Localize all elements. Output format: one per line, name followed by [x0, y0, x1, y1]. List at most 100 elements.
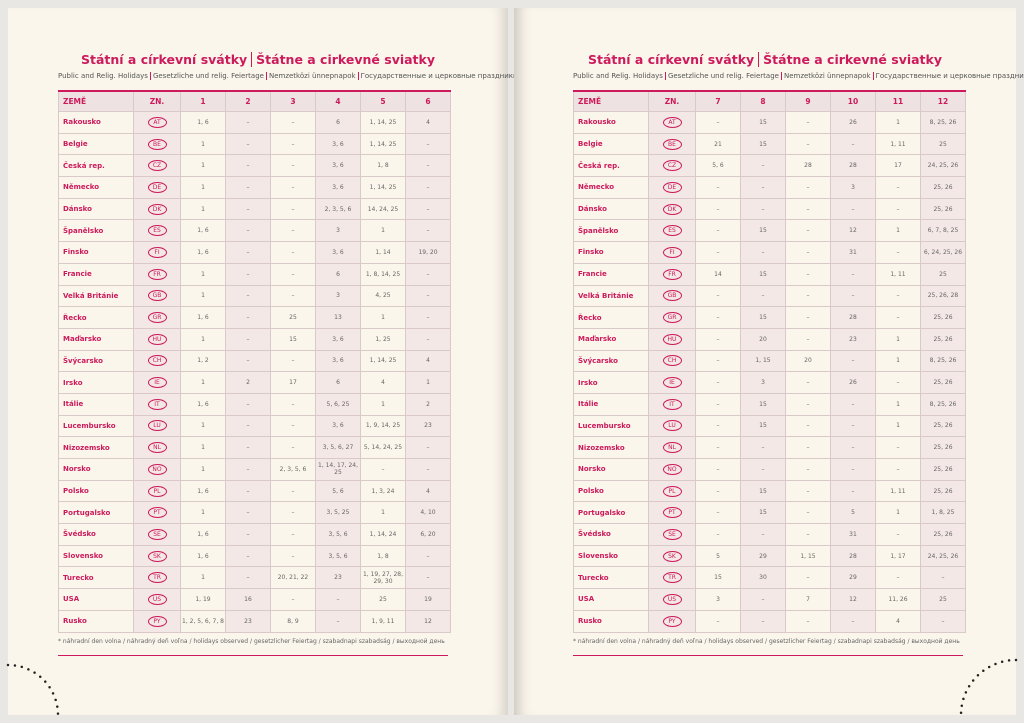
country-code: NO: [147, 463, 167, 475]
header-code: ZN.: [648, 90, 696, 112]
holiday-dates: –: [875, 306, 921, 329]
holiday-dates: 3: [830, 176, 876, 199]
country: Slovensko: [58, 544, 134, 568]
holiday-dates: 5, 14, 24, 25: [360, 436, 406, 459]
holiday-dates: –: [225, 523, 271, 546]
code-cell: BE: [648, 132, 696, 156]
holiday-dates: 1: [180, 176, 226, 199]
row: Finsko FI – – –31–6, 24, 25, 26: [573, 241, 966, 264]
holiday-dates: –: [695, 458, 741, 481]
code-cell: FR: [648, 262, 696, 286]
holiday-dates: –: [830, 414, 876, 438]
holiday-dates: 1: [180, 197, 226, 221]
row: Švýcarsko CH 1, 2– –3, 6 1, 14, 25 4: [58, 349, 451, 373]
holiday-dates: 3, 6: [315, 241, 361, 264]
holiday-dates: –: [270, 154, 316, 178]
holiday-dates: 17: [875, 154, 921, 178]
holiday-dates: –: [785, 262, 831, 286]
holiday-dates: 1: [180, 284, 226, 308]
holiday-dates: –: [225, 479, 271, 503]
holiday-dates: 6, 7, 8, 25: [920, 219, 966, 243]
country: Finsko: [573, 241, 649, 264]
row: Švýcarsko CH –1, 15 20–1 8, 25, 26: [573, 349, 966, 373]
code-cell: AT: [648, 111, 696, 134]
holiday-dates: 3, 5, 6, 27: [315, 436, 361, 459]
holiday-dates: 23: [315, 566, 361, 590]
holiday-dates: –: [225, 197, 271, 221]
row: Portugalsko PT 1– –3, 5, 25 1 4, 10: [58, 501, 451, 525]
header-row: ZEMĚ ZN. 1 2 3 4 5 6: [58, 90, 451, 112]
country: Velká Británie: [58, 284, 134, 308]
country: Maďarsko: [573, 327, 649, 351]
holiday-dates: 1: [875, 111, 921, 134]
code-cell: ES: [648, 219, 696, 243]
row: Norsko NO – – – – –25, 26: [573, 458, 966, 481]
country-code: CH: [662, 355, 682, 367]
country: Německo: [573, 176, 649, 199]
subtitle-part: Gesetzliche und relig. Feiertage: [149, 72, 264, 80]
row: Řecko GR –15–28–25, 26: [573, 306, 966, 329]
holiday-dates: –: [405, 566, 451, 590]
code-cell: SK: [133, 544, 181, 568]
holiday-dates: 1, 14, 25: [360, 111, 406, 134]
row: USA US 3–7 12 11, 26 25: [573, 588, 966, 611]
country-code: CZ: [662, 160, 682, 172]
country: Polsko: [58, 479, 134, 503]
holiday-dates: 8, 25, 26: [920, 349, 966, 373]
holiday-dates: 1: [180, 566, 226, 590]
holiday-dates: 7: [785, 588, 831, 611]
country: Belgie: [58, 132, 134, 156]
holiday-dates: 6: [315, 111, 361, 134]
holiday-dates: 2, 3, 5, 6: [270, 458, 316, 481]
holiday-dates: 15: [740, 414, 786, 438]
holiday-dates: –: [695, 111, 741, 134]
country-code: CH: [147, 355, 167, 367]
footnote: * náhradní den volna / náhradný deň voľn…: [573, 638, 963, 656]
holiday-dates: 1: [180, 458, 226, 481]
holiday-dates: –: [785, 111, 831, 134]
title-part: Štátne a cirkevné sviatky: [251, 52, 435, 67]
holiday-dates: 25, 26: [920, 458, 966, 481]
holiday-dates: –: [270, 111, 316, 134]
holiday-dates: 23: [225, 609, 271, 633]
holiday-dates: –: [875, 197, 921, 221]
holiday-dates: 30: [740, 566, 786, 590]
code-cell: ES: [133, 219, 181, 243]
holiday-dates: 4, 10: [405, 501, 451, 525]
holiday-dates: –: [875, 371, 921, 394]
holiday-dates: –: [270, 523, 316, 546]
code-cell: AT: [133, 111, 181, 134]
holiday-dates: 1, 14, 25: [360, 176, 406, 199]
holiday-dates: 3, 5, 6: [315, 523, 361, 546]
holiday-dates: 1, 2: [180, 349, 226, 373]
header-month: 5: [360, 90, 406, 112]
code-cell: CZ: [133, 154, 181, 178]
country-code: SK: [147, 550, 167, 562]
holiday-dates: 29: [830, 566, 876, 590]
holiday-dates: –: [695, 349, 741, 373]
country-code: PL: [662, 485, 682, 497]
holiday-dates: 1: [360, 501, 406, 525]
holiday-dates: 1, 8, 14, 25: [360, 262, 406, 286]
country: Řecko: [573, 306, 649, 329]
holiday-dates: 1: [180, 132, 226, 156]
code-cell: IT: [648, 392, 696, 416]
holiday-dates: 1, 9, 14, 25: [360, 414, 406, 438]
holiday-dates: 1: [180, 327, 226, 351]
code-cell: HU: [648, 327, 696, 351]
holiday-dates: 1, 11: [875, 132, 921, 156]
holiday-dates: 5, 6: [695, 154, 741, 178]
holiday-dates: 1: [875, 414, 921, 438]
holiday-dates: 1, 11: [875, 262, 921, 286]
country: Švédsko: [58, 523, 134, 546]
header-country: ZEMĚ: [573, 90, 649, 112]
holiday-dates: –: [740, 197, 786, 221]
header-month: 4: [315, 90, 361, 112]
country-code: DK: [147, 203, 167, 215]
holiday-dates: 12: [830, 219, 876, 243]
holiday-dates: 17: [270, 371, 316, 394]
holiday-dates: 15: [695, 566, 741, 590]
country-code: LU: [662, 420, 682, 432]
holiday-dates: –: [225, 501, 271, 525]
code-cell: FR: [133, 262, 181, 286]
